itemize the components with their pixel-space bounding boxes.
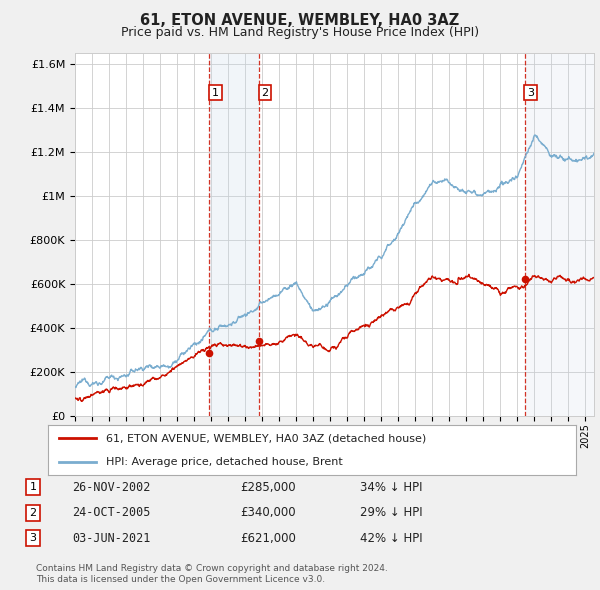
Bar [524, 53, 594, 416]
Text: 42% ↓ HPI: 42% ↓ HPI [360, 532, 422, 545]
Text: 2: 2 [262, 88, 268, 98]
Text: 2: 2 [29, 508, 37, 517]
Text: 3: 3 [29, 533, 37, 543]
Text: £621,000: £621,000 [240, 532, 296, 545]
Text: Contains HM Land Registry data © Crown copyright and database right 2024.: Contains HM Land Registry data © Crown c… [36, 565, 388, 573]
Text: 29% ↓ HPI: 29% ↓ HPI [360, 506, 422, 519]
Text: 24-OCT-2005: 24-OCT-2005 [72, 506, 151, 519]
Bar [209, 53, 259, 416]
Text: HPI: Average price, detached house, Brent: HPI: Average price, detached house, Bren… [106, 457, 343, 467]
Text: 34% ↓ HPI: 34% ↓ HPI [360, 481, 422, 494]
Text: £340,000: £340,000 [240, 506, 296, 519]
Text: 1: 1 [29, 483, 37, 492]
Text: £285,000: £285,000 [240, 481, 296, 494]
Text: This data is licensed under the Open Government Licence v3.0.: This data is licensed under the Open Gov… [36, 575, 325, 584]
Text: 61, ETON AVENUE, WEMBLEY, HA0 3AZ: 61, ETON AVENUE, WEMBLEY, HA0 3AZ [140, 13, 460, 28]
Text: 3: 3 [527, 88, 534, 98]
Text: 61, ETON AVENUE, WEMBLEY, HA0 3AZ (detached house): 61, ETON AVENUE, WEMBLEY, HA0 3AZ (detac… [106, 433, 427, 443]
Text: 03-JUN-2021: 03-JUN-2021 [72, 532, 151, 545]
Text: 1: 1 [212, 88, 219, 98]
Text: 26-NOV-2002: 26-NOV-2002 [72, 481, 151, 494]
Text: Price paid vs. HM Land Registry's House Price Index (HPI): Price paid vs. HM Land Registry's House … [121, 26, 479, 39]
